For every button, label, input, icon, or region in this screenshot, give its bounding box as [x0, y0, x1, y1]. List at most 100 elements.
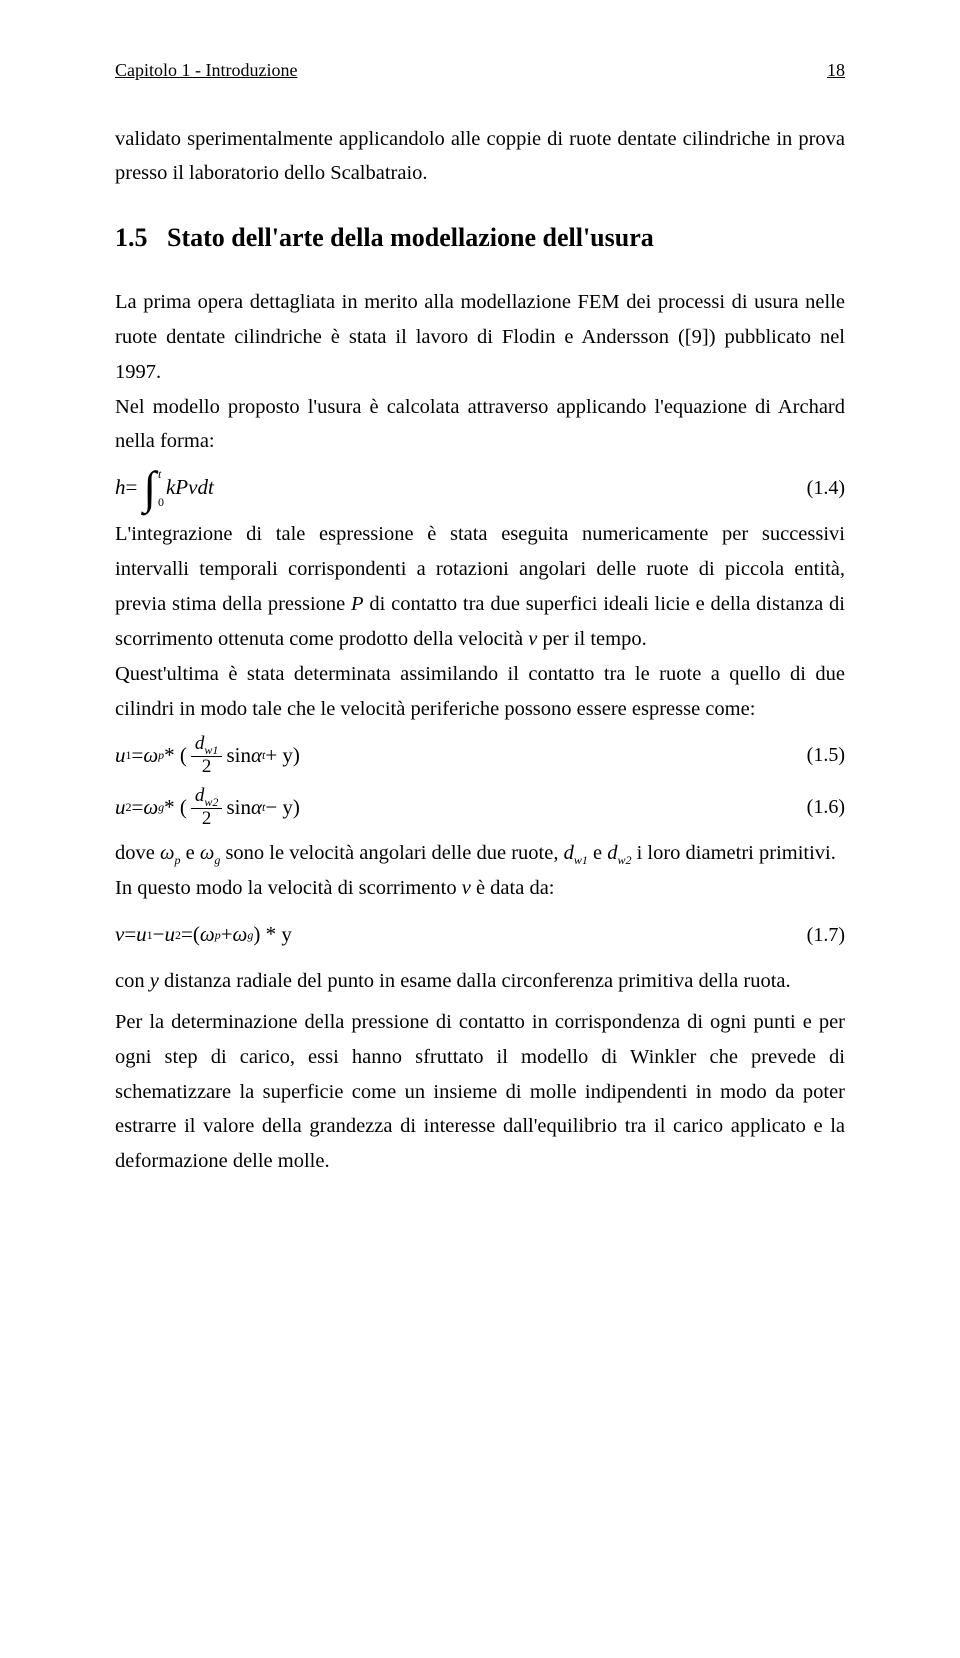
paragraph-cylinders: Quest'ultima è stata determinata assimil… — [115, 657, 845, 727]
integral-upper: t — [158, 468, 164, 480]
runhead-page-number: 18 — [827, 60, 845, 82]
sym-k: k — [166, 470, 175, 506]
sym-omega-g: ωg — [200, 842, 220, 864]
sym-sin: sin — [226, 790, 251, 826]
paragraph-intro: validato sperimentalmente applicandolo a… — [115, 122, 845, 192]
integral: ∫ t 0 — [143, 468, 164, 508]
text-span: per il tempo. — [537, 628, 646, 650]
sym-dw2: dw2 — [607, 842, 631, 864]
equation-1-7-number: (1.7) — [807, 918, 845, 952]
fraction-den: 2 — [198, 809, 216, 829]
sym-d: d — [197, 470, 208, 506]
equation-1-4-number: (1.4) — [807, 471, 845, 505]
sub-w1: w1 — [574, 853, 588, 867]
running-header: Capitolo 1 - Introduzione 18 — [115, 60, 845, 82]
equation-1-5-body: u1 = ωp * ( dw1 2 sin αt + y ) — [115, 734, 300, 777]
page: Capitolo 1 - Introduzione 18 validato sp… — [0, 0, 960, 1259]
sym-v-inline: v — [462, 877, 471, 899]
sym-d: d — [195, 733, 205, 754]
sym-u: u — [165, 917, 176, 953]
text-span: e — [588, 842, 607, 864]
text-span: In questo modo la velocità di scorriment… — [115, 877, 462, 899]
text-span: con — [115, 970, 150, 992]
fraction-dw2-over-2: dw2 2 — [191, 786, 223, 829]
sym-omega: ω — [200, 842, 214, 864]
sym-open-paren: ( — [193, 917, 200, 953]
sym-minus: − — [153, 917, 165, 953]
fraction-den: 2 — [198, 757, 216, 777]
sym-eq: = — [124, 917, 136, 953]
fraction-num: dw2 — [191, 786, 223, 809]
sym-plus: + — [221, 917, 233, 953]
sym-u: u — [115, 738, 126, 774]
sym-close-paren: ) — [293, 738, 300, 774]
text-span: i loro diametri primitivi. — [631, 842, 835, 864]
paragraph-after-eq14: L'integrazione di tale espressione è sta… — [115, 517, 845, 656]
sym-u: u — [136, 917, 147, 953]
sym-eq: = — [181, 917, 193, 953]
sym-alpha: α — [251, 790, 262, 826]
sym-P-inline: P — [351, 593, 364, 615]
sym-eq: = — [132, 790, 144, 826]
sym-omega-p: ωp — [160, 842, 180, 864]
integral-sign-icon: ∫ — [143, 468, 156, 508]
equation-1-6-number: (1.6) — [807, 790, 845, 824]
paragraph-final: Per la determinazione della pressione di… — [115, 1005, 845, 1179]
equation-1-5: u1 = ωp * ( dw1 2 sin αt + y ) (1.5) — [115, 732, 845, 778]
equation-1-7: v = u1 − u2 = ( ωp + ωg ) * y (1.7) — [115, 912, 845, 958]
paragraph-dove: dove ωp e ωg sono le velocità angolari d… — [115, 836, 845, 871]
sym-omega: ω — [160, 842, 174, 864]
integral-lower: 0 — [158, 496, 164, 508]
text-span: dove — [115, 842, 160, 864]
sym-v: v — [115, 917, 124, 953]
paragraph-model-intro: Nel modello proposto l'usura è calcolata… — [115, 390, 845, 460]
sym-omega: ω — [143, 790, 158, 826]
runhead-left: Capitolo 1 - Introduzione — [115, 60, 297, 82]
sym-omega: ω — [233, 917, 248, 953]
text-span: è data da: — [471, 877, 555, 899]
paragraph-y: con y distanza radiale del punto in esam… — [115, 964, 845, 999]
sym-dw1: dw1 — [564, 842, 588, 864]
sym-sin: sin — [226, 738, 251, 774]
integral-limits: t 0 — [158, 468, 164, 508]
sub-w2: w2 — [204, 794, 218, 808]
sym-y-inline: y — [150, 970, 159, 992]
equation-1-6: u2 = ωg * ( dw2 2 sin αt − y ) (1.6) — [115, 784, 845, 830]
sym-d: d — [607, 842, 617, 864]
fraction-dw1-over-2: dw1 2 — [191, 734, 223, 777]
sym-t: t — [208, 470, 214, 506]
paragraph-v-intro: In questo modo la velocità di scorriment… — [115, 871, 845, 906]
sym-d: d — [564, 842, 574, 864]
sym-star-y: ) * y — [253, 917, 292, 953]
section-title-text: Stato dell'arte della modellazione dell'… — [167, 223, 654, 252]
sym-h: h — [115, 470, 126, 506]
text-span: sono le velocità angolari delle due ruot… — [220, 842, 563, 864]
sym-star-open: * ( — [164, 790, 187, 826]
sym-omega: ω — [143, 738, 158, 774]
sym-close-paren: ) — [293, 790, 300, 826]
sym-d: d — [195, 785, 205, 806]
section-heading: 1.5 Stato dell'arte della modellazione d… — [115, 221, 845, 255]
sym-eq: = — [132, 738, 144, 774]
sym-plus-y: + y — [265, 738, 293, 774]
sym-minus-y: − y — [265, 790, 293, 826]
equation-1-7-body: v = u1 − u2 = ( ωp + ωg ) * y — [115, 917, 292, 953]
section-number: 1.5 — [115, 223, 148, 252]
paragraph-priorwork: La prima opera dettagliata in merito all… — [115, 285, 845, 390]
sub-w1: w1 — [204, 742, 218, 756]
sym-eq: = — [126, 470, 138, 506]
sym-star-open: * ( — [164, 738, 187, 774]
sym-v: v — [188, 470, 197, 506]
text-span: distanza radiale del punto in esame dall… — [159, 970, 791, 992]
equation-1-4-body: h = ∫ t 0 k P v d t — [115, 468, 214, 508]
sym-u: u — [115, 790, 126, 826]
sym-omega: ω — [200, 917, 215, 953]
fraction-num: dw1 — [191, 734, 223, 757]
sym-alpha: α — [251, 738, 262, 774]
equation-1-4: h = ∫ t 0 k P v d t (1.4) — [115, 465, 845, 511]
sym-P: P — [175, 470, 188, 506]
sub-w2: w2 — [617, 853, 631, 867]
equation-1-5-number: (1.5) — [807, 738, 845, 772]
text-span: e — [180, 842, 199, 864]
equation-1-6-body: u2 = ωg * ( dw2 2 sin αt − y ) — [115, 786, 300, 829]
